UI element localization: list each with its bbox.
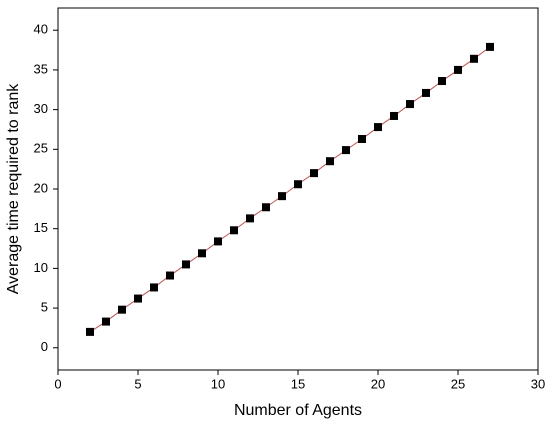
data-marker (454, 65, 462, 74)
y-tick-label: 20 (34, 180, 48, 195)
plot-frame (57, 7, 539, 371)
data-marker (150, 283, 158, 292)
data-marker (422, 88, 430, 97)
x-tick-label: 20 (371, 376, 385, 391)
data-marker (134, 294, 142, 303)
data-marker (326, 157, 334, 166)
y-tick-label: 40 (34, 22, 48, 37)
data-marker (182, 260, 190, 269)
y-tick-label: 30 (34, 101, 48, 116)
data-marker (102, 317, 110, 326)
x-tick-label: 10 (211, 376, 225, 391)
data-marker (342, 146, 350, 155)
data-marker (358, 134, 366, 143)
data-marker (118, 305, 126, 314)
y-axis-label: Average time required to rank (5, 83, 22, 294)
y-tick-label: 35 (34, 61, 48, 76)
data-marker (374, 123, 382, 132)
x-tick-label: 15 (291, 376, 305, 391)
data-marker (438, 77, 446, 86)
data-marker (246, 214, 254, 223)
x-tick-label: 5 (134, 376, 141, 391)
x-tick-label: 30 (531, 376, 545, 391)
data-marker (86, 327, 94, 336)
y-tick-label: 10 (34, 260, 48, 275)
y-tick-label: 15 (34, 220, 48, 235)
x-tick-label: 0 (54, 376, 61, 391)
data-marker (310, 169, 318, 178)
data-marker (198, 249, 206, 258)
x-tick-label: 25 (451, 376, 465, 391)
data-marker (214, 237, 222, 246)
data-marker (278, 192, 286, 201)
x-axis-label: Number of Agents (234, 402, 362, 419)
data-marker (486, 42, 494, 51)
y-tick-label: 0 (41, 339, 48, 354)
data-marker (470, 54, 478, 63)
data-marker (262, 203, 270, 212)
data-marker (406, 100, 414, 109)
y-tick-label: 25 (34, 141, 48, 156)
y-tick-label: 5 (41, 300, 48, 315)
data-marker (230, 226, 238, 235)
data-marker (390, 111, 398, 120)
data-marker (166, 271, 174, 280)
data-marker (294, 180, 302, 189)
